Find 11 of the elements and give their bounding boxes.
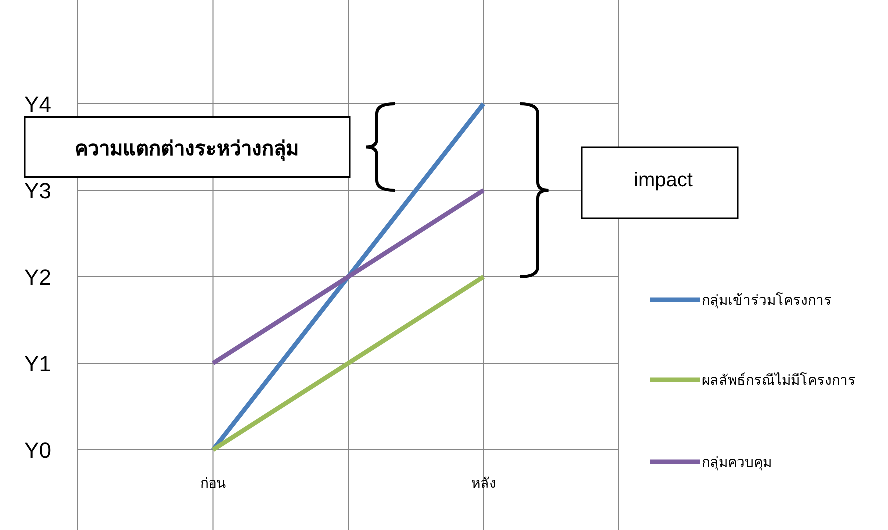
legend-label: ผลลัพธ์กรณีไม่มีโครงการ: [702, 372, 856, 388]
text: Y1: [24, 352, 52, 376]
text: Y2: [24, 265, 52, 290]
legend-label: กลุ่มควบคุม: [702, 454, 772, 471]
legend-label: กลุ่มเข้าร่วมโครงการ: [702, 292, 832, 309]
text: Y3: [24, 178, 52, 204]
x-tick-label: ก่อน: [200, 475, 226, 491]
text: Y4: [24, 92, 52, 117]
x-tick-label: หลัง: [471, 475, 496, 491]
note-box-impact: impact: [581, 146, 739, 220]
text: Y0: [24, 438, 52, 463]
